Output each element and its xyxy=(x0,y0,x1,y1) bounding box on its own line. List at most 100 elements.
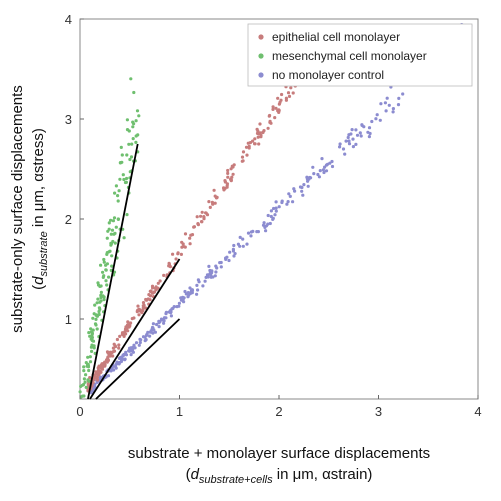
data-point xyxy=(126,320,130,324)
data-point xyxy=(317,175,321,179)
data-point xyxy=(104,268,108,272)
data-point xyxy=(277,110,281,114)
data-point xyxy=(291,200,295,204)
data-point xyxy=(129,155,134,159)
data-point xyxy=(285,202,289,206)
data-point xyxy=(123,327,128,331)
data-point xyxy=(92,346,96,350)
data-point xyxy=(102,274,106,278)
data-point xyxy=(251,229,255,233)
data-point xyxy=(277,205,281,209)
data-point xyxy=(141,301,146,305)
y-axis-label-line2: (dsubstrate in μm, αstress) xyxy=(30,128,50,290)
data-point xyxy=(113,191,117,195)
data-point xyxy=(110,264,114,268)
data-point xyxy=(84,373,88,377)
data-point xyxy=(213,201,217,205)
data-point xyxy=(318,169,322,173)
data-point xyxy=(95,380,99,384)
x-tick-label: 0 xyxy=(76,404,83,419)
data-point xyxy=(86,364,90,368)
data-point xyxy=(97,312,101,317)
data-point xyxy=(169,314,173,318)
data-point xyxy=(144,298,149,302)
data-point xyxy=(138,308,143,313)
data-point xyxy=(91,339,96,343)
data-point xyxy=(274,200,278,204)
y-tick-label: 2 xyxy=(65,212,72,227)
data-point xyxy=(228,250,232,254)
data-point xyxy=(347,139,351,143)
data-point xyxy=(90,349,94,353)
data-point xyxy=(384,109,388,113)
data-point xyxy=(241,244,245,248)
data-point xyxy=(210,200,214,204)
data-point xyxy=(271,217,275,221)
data-point xyxy=(82,365,86,369)
data-point xyxy=(98,300,102,304)
data-point xyxy=(157,319,161,323)
data-point xyxy=(375,113,379,117)
data-point xyxy=(94,317,98,321)
data-point xyxy=(123,357,127,361)
data-point xyxy=(218,261,222,265)
data-point xyxy=(95,327,99,331)
data-point xyxy=(139,338,143,342)
x-tick-label: 2 xyxy=(275,404,282,419)
data-point xyxy=(96,297,100,301)
data-point xyxy=(134,119,138,123)
data-point xyxy=(96,378,100,382)
data-point xyxy=(322,170,326,175)
data-point xyxy=(253,137,257,141)
data-point xyxy=(188,236,192,240)
fit-lines xyxy=(87,143,181,400)
data-point xyxy=(111,354,115,358)
data-point xyxy=(367,126,372,130)
data-point xyxy=(272,206,276,211)
data-point xyxy=(127,142,131,146)
data-point xyxy=(311,165,315,169)
data-point xyxy=(109,218,113,222)
data-point xyxy=(145,332,149,336)
data-point xyxy=(78,390,82,394)
data-point xyxy=(222,188,226,192)
data-point xyxy=(131,137,135,141)
legend-box xyxy=(247,23,473,87)
data-point xyxy=(197,280,201,284)
data-point xyxy=(183,245,187,249)
data-point xyxy=(110,368,114,372)
data-point xyxy=(117,346,121,350)
data-point xyxy=(354,128,358,132)
data-point xyxy=(130,317,134,321)
data-point xyxy=(137,313,141,317)
data-point xyxy=(151,291,155,295)
data-point xyxy=(201,284,205,288)
data-point xyxy=(323,165,327,169)
data-point xyxy=(121,354,125,358)
data-point xyxy=(346,135,350,140)
data-point xyxy=(179,252,183,256)
data-point xyxy=(244,145,249,149)
data-point xyxy=(132,343,136,347)
fit-line-0 xyxy=(89,258,181,400)
data-point xyxy=(132,346,136,350)
data-point xyxy=(136,304,140,308)
data-point xyxy=(88,355,92,359)
data-point xyxy=(99,293,103,297)
fit-line-1 xyxy=(87,143,139,400)
data-point xyxy=(397,96,401,100)
data-point xyxy=(86,378,90,382)
data-point xyxy=(106,374,111,378)
data-point xyxy=(207,264,211,268)
data-point xyxy=(176,251,180,255)
data-point xyxy=(86,355,90,359)
data-point xyxy=(208,205,212,209)
data-point xyxy=(238,235,242,239)
data-point xyxy=(240,159,244,163)
data-point xyxy=(134,134,138,138)
data-point xyxy=(93,303,97,307)
data-point xyxy=(188,286,192,290)
data-point xyxy=(112,232,116,236)
data-point xyxy=(277,102,281,106)
